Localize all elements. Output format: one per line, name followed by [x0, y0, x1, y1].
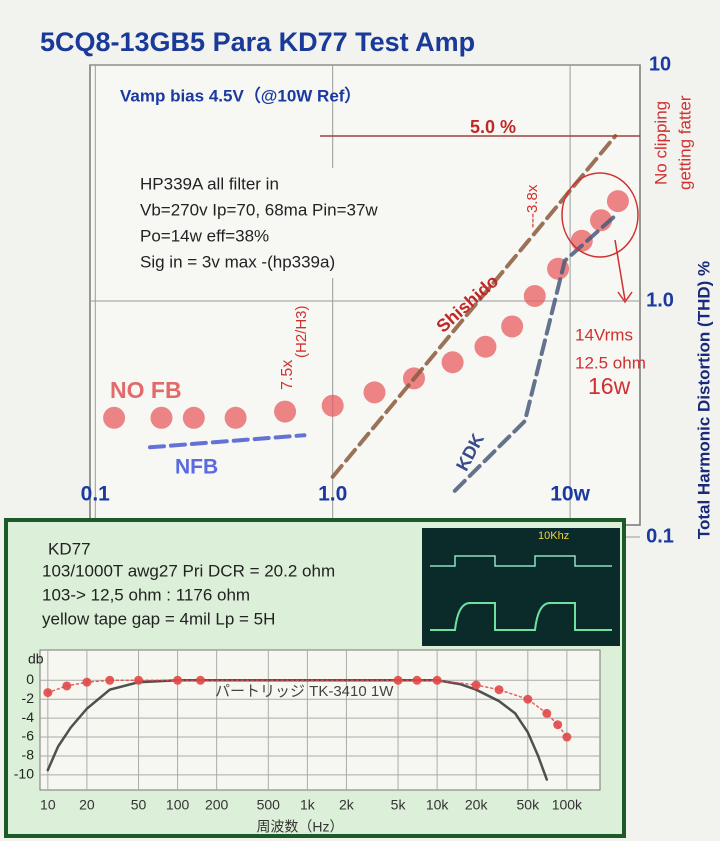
x-tick-label: 10k — [426, 797, 450, 813]
data-point — [321, 394, 344, 417]
annotation: getting fatter — [675, 95, 694, 190]
annotation: HP339A all filter in — [140, 174, 279, 193]
data-point — [494, 685, 504, 695]
annotation: 10Khz — [538, 530, 569, 542]
series-label: NO FB — [110, 377, 182, 403]
annotation: 14Vrms — [575, 325, 633, 344]
y-tick-label: 0.1 — [646, 525, 674, 547]
annotation: Vb=270v Ip=70, 68ma Pin=37w — [140, 200, 378, 219]
x-tick-label: 5k — [391, 797, 407, 813]
data-point — [523, 284, 546, 307]
x-tick-label: 0.1 — [81, 483, 111, 506]
scribble — [561, 172, 639, 258]
x-tick-label: 100 — [166, 797, 190, 813]
response-chart: 10 20 50 100 200 500 1k 2k 5k 10k 20k 50k 100k 0 -2 -4 -… — [14, 650, 600, 813]
thd-annotations: 5CQ8-13GB5 Para KD77 Test Amp Vamp bias … — [40, 27, 713, 539]
data-point — [82, 677, 92, 687]
annotation: (H2/H3) — [293, 305, 310, 358]
y-tick-label: -2 — [22, 690, 35, 706]
data-point — [553, 720, 563, 730]
annotation: 7.5x — [279, 360, 296, 390]
annotation: ---3.8x — [524, 184, 541, 228]
y-tick-label: -6 — [22, 728, 35, 744]
annotation: 5.0 % — [470, 117, 516, 137]
data-point — [105, 675, 115, 685]
y-tick-label: -4 — [22, 709, 35, 725]
scope-trace — [430, 555, 612, 567]
y-axis-label: db — [28, 651, 44, 667]
data-point — [43, 688, 53, 698]
note-bg — [118, 168, 338, 278]
data-point — [393, 675, 403, 685]
annotation: Po=14w eff=38% — [140, 226, 269, 245]
plot-frame — [89, 64, 641, 526]
y-tick-label: 0 — [26, 671, 34, 687]
y-tick-label: 10 — [649, 53, 671, 75]
series-line — [47, 679, 568, 738]
data-point — [274, 400, 297, 423]
response-panel: 10Khz KD77 103/1000T awg27 Pri DCR = 20.… — [4, 518, 626, 838]
y-tick-label: 1.0 — [646, 289, 674, 311]
annotation: 16w — [588, 373, 631, 399]
y-tick-label: -10 — [14, 766, 34, 782]
series-line — [148, 433, 307, 450]
x-tick-label: 10 — [40, 797, 56, 813]
note: yellow tape gap = 4mil Lp = 5H — [42, 609, 275, 628]
annotation: Sig in = 3v max -(hp339a) — [140, 252, 335, 271]
x-tick-label: 2k — [339, 797, 355, 813]
panel-title: KD77 — [48, 539, 91, 558]
chart-title: 5CQ8-13GB5 Para KD77 Test Amp — [40, 27, 475, 57]
subtitle: Vamp bias 4.5V（@10W Ref） — [120, 85, 361, 105]
annotation: No clipping — [651, 101, 670, 185]
x-axis-label: 周波数（Hz） — [256, 819, 343, 835]
data-point — [103, 406, 126, 429]
data-point — [501, 315, 524, 338]
data-point — [150, 406, 173, 429]
x-tick-label: 500 — [257, 797, 281, 813]
data-point — [195, 675, 205, 685]
data-point — [173, 675, 183, 685]
data-point — [474, 335, 497, 358]
data-point — [562, 732, 572, 742]
data-point — [412, 675, 422, 685]
note: 103/1000T awg27 Pri DCR = 20.2 ohm — [42, 561, 335, 580]
data-point — [542, 708, 552, 718]
series-label: パートリッジ TK-3410 1W — [215, 683, 394, 700]
oscilloscope — [422, 528, 620, 646]
annotation: 12.5 ohm — [575, 353, 646, 372]
plot-frame — [39, 649, 601, 791]
x-tick-label: 1k — [300, 797, 316, 813]
data-point — [441, 351, 464, 374]
arrow — [614, 239, 633, 304]
x-tick-label: 100k — [552, 797, 583, 813]
y-tick-label: -8 — [22, 747, 35, 763]
data-point — [471, 680, 481, 690]
data-point — [182, 406, 205, 429]
x-tick-label: 20k — [465, 797, 489, 813]
x-tick-label: 1.0 — [318, 483, 347, 506]
data-point — [523, 694, 533, 704]
data-point — [224, 406, 247, 429]
data-point — [570, 229, 593, 252]
data-point — [134, 675, 144, 685]
data-point — [363, 381, 386, 404]
series-line — [452, 213, 618, 493]
series-label: NFB — [175, 456, 218, 479]
y-axis-label: Total Harmonic Distortion (THD) % — [694, 261, 713, 539]
data-point — [62, 681, 72, 691]
data-point — [606, 190, 629, 213]
scope-trace — [430, 602, 612, 631]
x-tick-label: 20 — [79, 797, 95, 813]
x-tick-label: 50k — [517, 797, 541, 813]
note: 103-> 12,5 ohm : 1176 ohm — [42, 585, 250, 604]
x-tick-label: 10w — [550, 483, 590, 506]
x-tick-label: 200 — [205, 797, 229, 813]
data-point — [432, 675, 442, 685]
x-tick-label: 50 — [131, 797, 147, 813]
